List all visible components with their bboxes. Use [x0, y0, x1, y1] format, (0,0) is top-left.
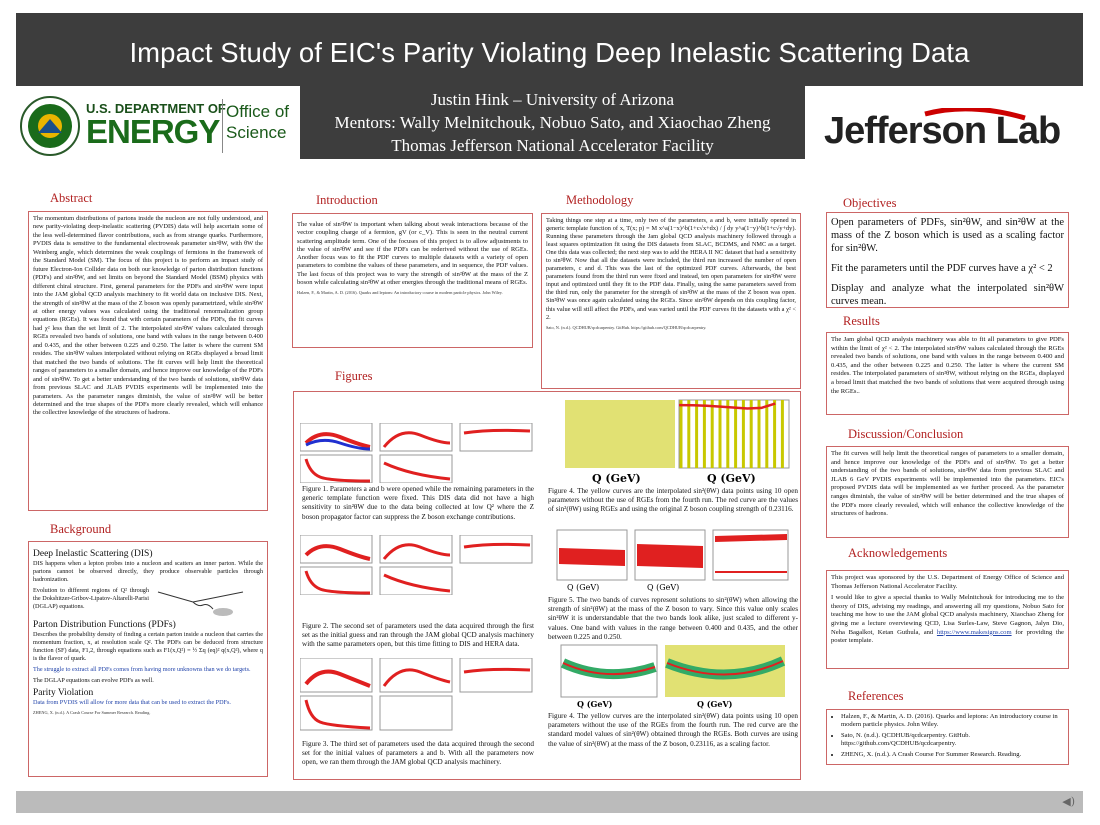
speaker-icon[interactable]: ◀): [1062, 795, 1075, 808]
objectives-box: Open parameters of PDFs, sin²θW, and sin…: [826, 212, 1069, 308]
author-line: Justin Hink – University of Arizona: [430, 90, 675, 109]
poster-header: Impact Study of EIC's Parity Violating D…: [16, 13, 1083, 86]
doe-top-text: U.S. DEPARTMENT OF: [86, 101, 226, 116]
objective-1: Open parameters of PDFs, sin²θW, and sin…: [831, 217, 1064, 254]
makesigns-link[interactable]: https://www.makesigns.com: [936, 628, 1012, 636]
figures-heading: Figures: [335, 369, 373, 383]
fig1-caption: Figure 1. Parameters a and b were opened…: [302, 485, 534, 521]
dis-feynman-diagram: [157, 591, 244, 616]
intro-ref: Halzen, F., & Martin, A. D. (2016). Quar…: [297, 290, 503, 296]
struggle-text: The struggle to extract all PDFs comes f…: [33, 666, 251, 673]
fig4a-caption: Figure 4. The yellow curves are the inte…: [548, 487, 798, 514]
dis-title: Deep Inelastic Scattering (DIS): [33, 549, 153, 559]
background-heading: Background: [50, 522, 112, 536]
dglap-evolve-text: The DGLAP equations can evolve PDFs as w…: [33, 677, 154, 684]
background-box: Deep Inelastic Scattering (DIS) DIS happ…: [28, 541, 268, 777]
results-heading: Results: [843, 314, 880, 328]
fig4b-xlabel-1: Q (GeV): [577, 699, 613, 709]
fig1-pdf-panels: [300, 423, 533, 483]
reference-2: Sato, N. (n.d.). QCDHUB/qcdcarpentry. Gi…: [841, 732, 1064, 749]
method-ref: Sato, N. (n.d.). QCDHUB/qcdcarpentry. Gi…: [546, 324, 707, 330]
doe-logo: U.S. DEPARTMENT OF ENERGY Office of Scie…: [18, 95, 296, 157]
dglap-text: Evolution to different regions of Q² thr…: [33, 587, 149, 610]
fig5-caption: Figure 5. The two bands of curves repres…: [548, 596, 798, 641]
fig4a-xlabel-right: Q (GeV): [707, 472, 756, 484]
references-box: Halzen, F., & Martin, A. D. (2016). Quar…: [826, 709, 1069, 765]
ack-sponsor: This project was sponsored by the U.S. D…: [831, 574, 1064, 590]
fig5-bands: Q (GeV) Q (GeV): [556, 529, 789, 592]
introduction-box: The value of sin²θW is important when ta…: [292, 213, 533, 348]
abstract-text: The momentum distributions of partons in…: [33, 215, 263, 417]
rge-series-line: [678, 402, 776, 410]
fig5-xlabel-2: Q (GeV): [647, 583, 679, 592]
methodology-heading: Methodology: [566, 193, 634, 207]
fig2-pdf-panels: [300, 535, 533, 595]
fig3-caption: Figure 3. The third set of parameters us…: [302, 740, 534, 767]
abstract-heading: Abstract: [50, 191, 93, 205]
objective-3: Display and analyze what the interpolate…: [831, 283, 1064, 307]
references-heading: References: [848, 689, 904, 703]
fig4b-caption: Figure 4. The yellow curves are the inte…: [548, 712, 798, 748]
fig5-xlabel-1: Q (GeV): [567, 583, 599, 592]
figures-box: [293, 391, 801, 780]
fig3-pdf-panels: [300, 658, 533, 731]
doe-energy-text: ENERGY: [86, 113, 220, 150]
objective-2: Fit the parameters until the PDF curves …: [831, 263, 1053, 274]
objectives-heading: Objectives: [843, 196, 897, 210]
methodology-box: Taking things one step at a time, only t…: [541, 213, 801, 389]
method-text: Taking things one step at a time, only t…: [546, 217, 796, 321]
author-band: Justin Hink – University of Arizona Ment…: [300, 86, 805, 159]
ack-tail: for providing the poster template.: [831, 628, 1064, 645]
pdf-title: Parton Distribution Functions (PDFs): [33, 620, 176, 630]
doe-office-text: Office of: [226, 102, 289, 121]
jlab-swoosh-icon: [924, 106, 1026, 121]
ack-thanks: I would like to give a special thanks to…: [831, 594, 1064, 636]
fig4b-chart: Q (GeV) Q (GeV): [560, 644, 786, 709]
doe-science-text: Science: [226, 123, 287, 142]
pdf-text: Describes the probability density of fin…: [33, 631, 263, 662]
discussion-heading: Discussion/Conclusion: [848, 427, 964, 441]
fig2-caption: Figure 2. The second set of parameters u…: [302, 622, 534, 649]
pv-title: Parity Violation: [33, 688, 94, 698]
doe-seal-icon: [20, 96, 80, 156]
reference-3: ZHENG, X. (n.d.). A Crash Course For Sum…: [841, 751, 1064, 759]
discussion-box: The fit curves will help limit the theor…: [826, 446, 1069, 538]
results-text: The Jam global QCD analysis machinery wa…: [831, 336, 1064, 395]
dis-text: DIS happens when a lepton probes into a …: [33, 560, 263, 583]
poster-title: Impact Study of EIC's Parity Violating D…: [129, 37, 970, 68]
acknowledgements-heading: Acknowledgements: [848, 546, 948, 560]
pv-text: Data from PVDIS will allow for more data…: [33, 699, 231, 706]
jlab-text: Jefferson Lab: [824, 110, 1061, 152]
background-ref: ZHENG, X. (n.d.). A Crash Course For Sum…: [33, 710, 151, 715]
introduction-heading: Introduction: [316, 193, 378, 207]
fig4b-xlabel-2: Q (GeV): [697, 699, 733, 709]
acknowledgements-box: This project was sponsored by the U.S. D…: [826, 570, 1069, 669]
mentors-line: Mentors: Wally Melnitchouk, Nobuo Sato, …: [334, 113, 771, 132]
institution-line: Thomas Jefferson National Accelerator Fa…: [391, 136, 714, 155]
results-box: The Jam global QCD analysis machinery wa…: [826, 332, 1069, 415]
abstract-box: The momentum distributions of partons in…: [28, 211, 268, 511]
fig4a-chart: Q (GeV) Q (GeV): [565, 399, 790, 484]
reference-1: Halzen, F., & Martin, A. D. (2016). Quar…: [841, 713, 1064, 730]
intro-text: The value of sin²θW is important when ta…: [297, 221, 528, 287]
poster-footer: ◀): [16, 791, 1083, 813]
fig4a-xlabel-left: Q (GeV): [592, 472, 641, 484]
discussion-text: The fit curves will help limit the theor…: [831, 450, 1064, 518]
jlab-logo: Jefferson Lab: [820, 106, 1078, 160]
